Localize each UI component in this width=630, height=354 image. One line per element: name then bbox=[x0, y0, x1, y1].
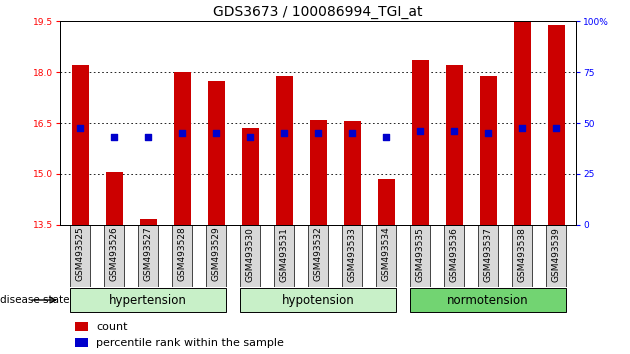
Bar bbox=[274, 225, 294, 287]
Bar bbox=[513, 22, 530, 225]
Bar bbox=[410, 225, 430, 287]
Text: GSM493533: GSM493533 bbox=[348, 227, 357, 281]
Bar bbox=[478, 225, 498, 287]
Point bbox=[313, 130, 323, 136]
Text: hypotension: hypotension bbox=[282, 293, 355, 307]
Bar bbox=[308, 225, 328, 287]
Title: GDS3673 / 100086994_TGI_at: GDS3673 / 100086994_TGI_at bbox=[214, 5, 423, 19]
Bar bbox=[104, 225, 125, 287]
Bar bbox=[172, 225, 192, 287]
Text: hypertension: hypertension bbox=[109, 293, 187, 307]
Text: GSM493531: GSM493531 bbox=[280, 227, 289, 281]
Text: GSM493534: GSM493534 bbox=[382, 227, 391, 281]
Bar bbox=[445, 65, 462, 225]
Text: disease state: disease state bbox=[0, 295, 69, 305]
Point bbox=[483, 130, 493, 136]
Point bbox=[245, 134, 255, 139]
Bar bbox=[240, 225, 260, 287]
Text: GSM493526: GSM493526 bbox=[110, 227, 118, 281]
Bar bbox=[72, 65, 89, 225]
Text: GSM493537: GSM493537 bbox=[484, 227, 493, 281]
Text: GSM493528: GSM493528 bbox=[178, 227, 186, 281]
Point bbox=[279, 130, 289, 136]
Text: GSM493535: GSM493535 bbox=[416, 227, 425, 281]
Text: GSM493532: GSM493532 bbox=[314, 227, 323, 281]
Bar bbox=[343, 121, 360, 225]
Bar bbox=[376, 225, 396, 287]
Bar bbox=[140, 219, 157, 225]
Bar bbox=[138, 225, 158, 287]
Bar bbox=[70, 225, 91, 287]
Point bbox=[381, 134, 391, 139]
Bar bbox=[310, 120, 326, 225]
Point bbox=[75, 125, 85, 131]
Text: GSM493536: GSM493536 bbox=[450, 227, 459, 281]
Bar bbox=[410, 288, 566, 312]
Text: GSM493527: GSM493527 bbox=[144, 227, 152, 281]
Bar bbox=[342, 225, 362, 287]
Bar bbox=[512, 225, 532, 287]
Bar bbox=[242, 128, 259, 225]
Text: GSM493538: GSM493538 bbox=[518, 227, 527, 281]
Bar bbox=[547, 25, 564, 225]
Text: normotension: normotension bbox=[447, 293, 529, 307]
Point bbox=[143, 134, 153, 139]
Bar bbox=[276, 75, 293, 225]
Point bbox=[415, 129, 425, 134]
Bar bbox=[240, 288, 396, 312]
Bar bbox=[76, 322, 88, 331]
Bar bbox=[377, 179, 394, 225]
Bar bbox=[411, 60, 428, 225]
Point bbox=[449, 129, 459, 134]
Point bbox=[347, 130, 357, 136]
Point bbox=[109, 134, 119, 139]
Point bbox=[211, 130, 221, 136]
Text: GSM493525: GSM493525 bbox=[76, 227, 85, 281]
Bar bbox=[206, 225, 226, 287]
Text: GSM493539: GSM493539 bbox=[551, 227, 561, 281]
Bar bbox=[546, 225, 566, 287]
Bar bbox=[76, 338, 88, 347]
Point bbox=[517, 125, 527, 131]
Text: count: count bbox=[96, 322, 127, 332]
Text: percentile rank within the sample: percentile rank within the sample bbox=[96, 338, 284, 348]
Text: GSM493529: GSM493529 bbox=[212, 227, 220, 281]
Bar bbox=[174, 72, 191, 225]
Bar bbox=[70, 288, 226, 312]
Point bbox=[551, 125, 561, 131]
Bar bbox=[479, 75, 496, 225]
Text: GSM493530: GSM493530 bbox=[246, 227, 255, 281]
Bar bbox=[208, 81, 225, 225]
Bar bbox=[106, 172, 123, 225]
Bar bbox=[444, 225, 464, 287]
Point bbox=[177, 130, 187, 136]
